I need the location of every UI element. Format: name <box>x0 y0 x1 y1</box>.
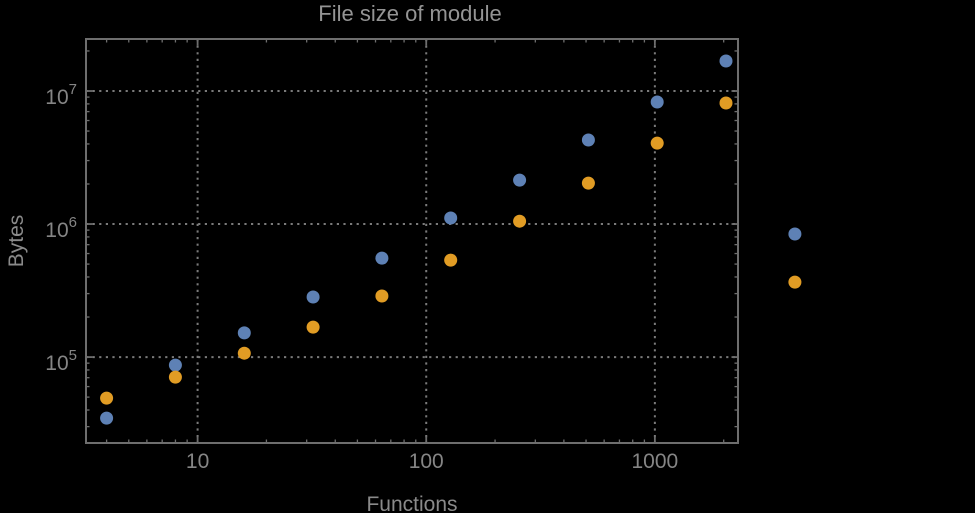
data-point-series-2-orange <box>513 214 527 228</box>
data-point-series-1-blue <box>788 227 802 241</box>
frame-layer <box>85 38 739 444</box>
data-point-series-1-blue <box>581 133 595 147</box>
x-tick-label: 100 <box>409 450 444 473</box>
y-tick-label: 106 <box>45 214 77 242</box>
grid-layer <box>86 39 738 443</box>
data-point-series-1-blue <box>444 211 458 225</box>
y-tick-label: 105 <box>45 347 77 375</box>
chart-title: File size of module <box>318 1 501 26</box>
data-point-series-1-blue <box>375 251 389 265</box>
y-tick-label: 107 <box>45 81 77 109</box>
data-point-series-1-blue <box>513 173 527 187</box>
data-point-series-1-blue <box>100 411 114 425</box>
data-point-series-1-blue <box>237 326 251 340</box>
data-point-series-1-blue <box>719 54 733 68</box>
x-tick-label: 10 <box>186 450 209 473</box>
tick-layer <box>86 39 738 443</box>
chart-frame <box>85 38 739 444</box>
data-point-series-2-orange <box>100 391 114 405</box>
data-point-series-1-blue <box>306 290 320 304</box>
data-point-series-2-orange <box>581 176 595 190</box>
data-point-series-2-orange <box>306 320 320 334</box>
data-point-series-2-orange <box>375 289 389 303</box>
data-point-series-2-orange <box>237 346 251 360</box>
data-point-series-2-orange <box>719 96 733 110</box>
x-axis-label: Functions <box>366 493 457 513</box>
x-tick-label: 1000 <box>632 450 679 473</box>
y-axis-label: Bytes <box>5 215 28 268</box>
data-point-layer <box>100 54 802 425</box>
data-point-series-2-orange <box>650 136 664 150</box>
data-point-series-2-orange <box>444 253 458 267</box>
data-point-series-1-blue <box>168 358 182 372</box>
tick-label-layer: 10 100 1000 105 106 107 <box>45 81 678 473</box>
data-point-series-2-orange <box>788 275 802 289</box>
data-point-series-2-orange <box>168 370 182 384</box>
data-point-series-1-blue <box>650 95 664 109</box>
